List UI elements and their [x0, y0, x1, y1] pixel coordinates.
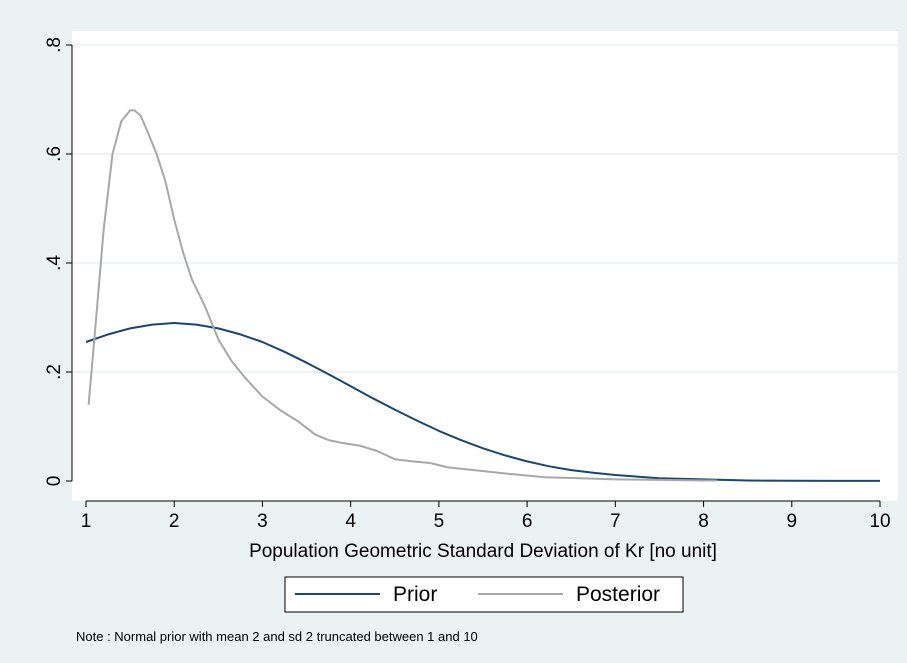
legend: Prior Posterior: [284, 576, 684, 613]
x-tick-label: 10: [869, 511, 890, 532]
plot-area: [72, 31, 898, 501]
y-tick-label: .4: [44, 255, 65, 271]
x-tick-label: 9: [786, 511, 797, 532]
x-tick-label: 7: [610, 511, 621, 532]
series-lines: [85, 109, 880, 482]
series-line-posterior: [87, 109, 717, 482]
y-tick-label: 0: [44, 476, 65, 487]
gridlines: [72, 44, 898, 373]
y-tick-label: .2: [44, 364, 65, 380]
x-axis-title: Population Geometric Standard Deviation …: [249, 541, 717, 562]
chart-note: Note : Normal prior with mean 2 and sd 2…: [76, 629, 478, 644]
legend-label-prior: Prior: [393, 583, 437, 606]
y-tick-label: .6: [44, 146, 65, 162]
y-tick-label: .8: [44, 37, 65, 53]
x-tick-label: 6: [522, 511, 533, 532]
axes: 0 .2 .4 .6 .8 1 2 3 4 5 6 7 8 9 10: [44, 37, 891, 532]
x-tick-label: 4: [345, 511, 356, 532]
legend-label-posterior: Posterior: [576, 583, 660, 606]
x-tick-label: 8: [698, 511, 709, 532]
x-tick-label: 2: [169, 511, 180, 532]
x-tick-label: 1: [81, 511, 92, 532]
x-tick-label: 3: [257, 511, 268, 532]
series-line-prior: [85, 322, 880, 482]
x-tick-label: 5: [434, 511, 445, 532]
